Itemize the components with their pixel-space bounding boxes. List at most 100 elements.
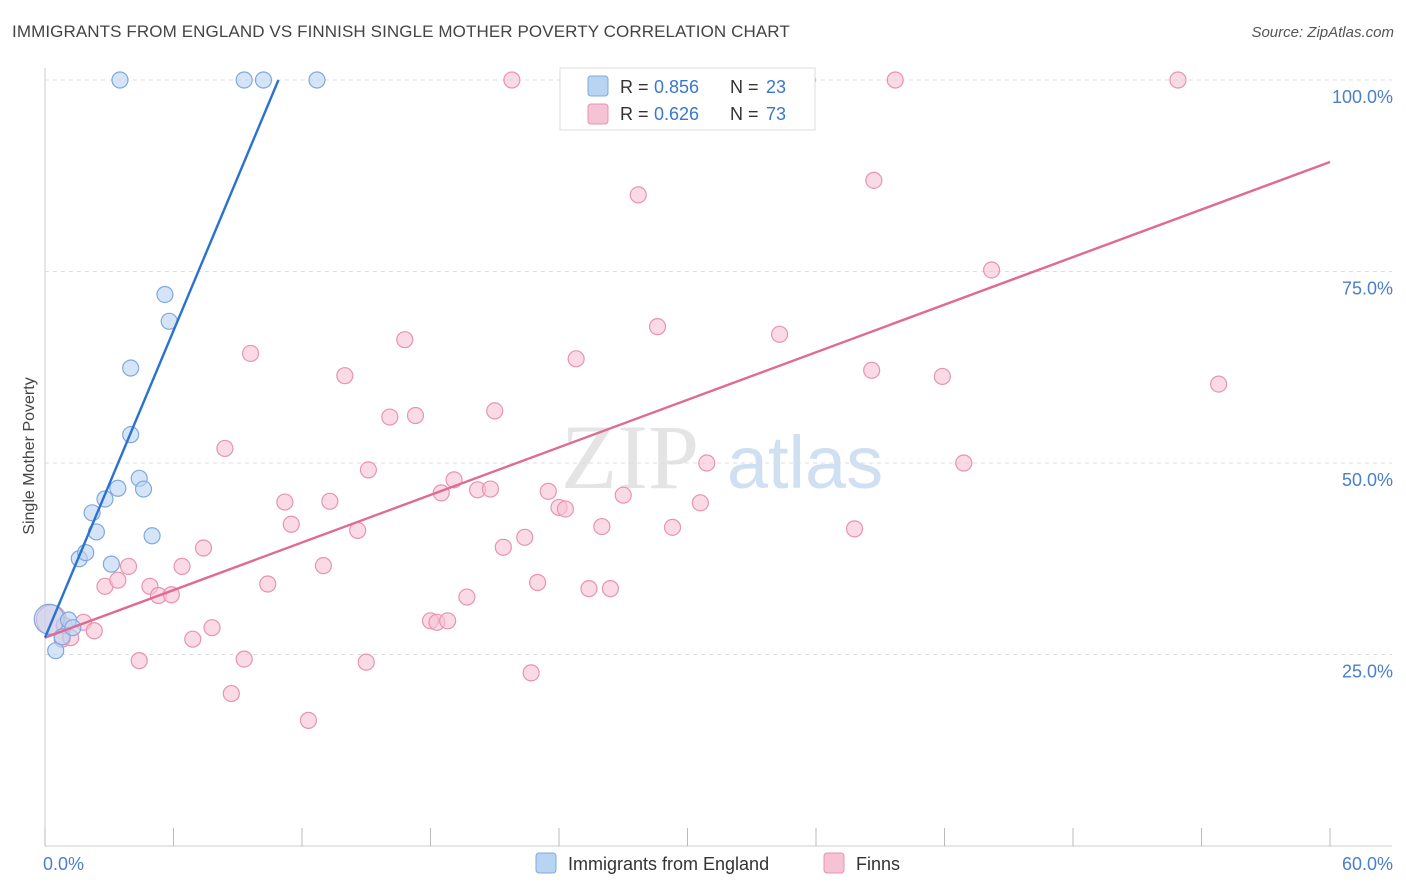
y-tick-labels: 25.0% 50.0% 75.0% 100.0% [1332,87,1393,682]
finns-point-30 [381,408,399,426]
finns-point-55 [648,318,667,336]
finns-point-45 [528,573,547,592]
finns-point-6 [109,571,127,589]
finns-point-50 [580,580,598,598]
bottom-legend-label-finns: Finns [856,854,900,874]
finns-point-64 [955,454,973,472]
finns-point-29 [357,653,375,671]
bottom-legend-swatch-england [535,852,557,874]
finns-point-44 [522,664,540,682]
finns-point-71 [1169,71,1187,89]
finns-point-70 [886,71,904,89]
finns-point-41 [486,402,504,420]
legend-r-label-1: R = [620,77,649,97]
legend-n-label-1: N = [730,77,759,97]
finns-point-56 [663,518,682,536]
bottom-legend-swatch-finns [823,852,845,874]
chart-title: IMMIGRANTS FROM ENGLAND VS FINNISH SINGL… [12,22,790,41]
england-point-12 [111,71,129,89]
finns-points [35,71,1228,729]
source-label: Source: ZipAtlas.com [1251,24,1394,41]
legend-r-value-2: 0.626 [654,104,699,124]
legend-n-value-1: 23 [766,77,786,97]
y-tick-label-0: 25.0% [1342,662,1393,682]
finns-point-18 [235,650,253,668]
finns-point-40 [481,480,500,498]
legend-n-label-2: N = [730,104,759,124]
bottom-legend-label-england: Immigrants from England [568,854,769,874]
legend-r-label-2: R = [620,104,649,124]
finns-point-54 [629,186,647,204]
x-tick-labels: 0.0% 60.0% [43,854,1393,874]
finns-point-63 [933,367,951,386]
england-point-20 [235,71,253,89]
finns-point-7 [119,557,138,576]
finns-point-14 [194,539,213,557]
finns-point-21 [276,493,294,511]
finns-point-51 [593,517,611,536]
finns-point-59 [770,325,789,343]
finns-point-24 [314,557,333,575]
england-point-17 [143,527,161,545]
finns-point-66 [1210,375,1228,393]
england-point-1 [47,642,65,660]
finns-point-19 [242,344,260,363]
finns-point-53 [614,486,632,504]
finns-point-61 [863,361,881,379]
finns-point-17 [222,684,240,703]
y-tick-label-2: 75.0% [1342,279,1393,299]
england-point-21 [254,71,273,89]
finns-point-20 [259,575,277,593]
finns-point-22 [282,515,300,533]
finns-point-31 [396,331,414,349]
england-point-22 [308,71,326,89]
finns-point-46 [539,482,557,500]
finns-point-26 [336,367,354,385]
gridlines [45,79,1392,655]
finns-point-13 [184,630,202,648]
finns-point-28 [359,461,377,479]
england-point-14 [122,359,140,377]
finns-point-49 [567,350,585,368]
y-axis-title: Single Mother Poverty [21,377,38,534]
trend-lines [43,79,1331,639]
y-tick-label-1: 50.0% [1342,470,1393,490]
finns-point-25 [321,492,339,510]
england-trend-line [43,79,280,639]
finns-point-60 [845,520,864,538]
england-point-10 [102,555,120,573]
series-legend: Immigrants from England Finns [535,852,900,874]
legend-swatch-england [587,75,609,97]
finns-trend-line [44,160,1331,639]
finns-point-57 [691,494,709,512]
x-tick-label-1: 60.0% [1342,854,1393,874]
finns-point-32 [406,406,425,425]
finns-point-58 [698,454,716,472]
y-tick-label-3: 100.0% [1332,87,1393,107]
finns-point-67 [503,71,521,89]
england-point-11 [109,479,127,497]
finns-point-36 [439,612,457,630]
england-point-18 [156,285,174,304]
x-tick-label-0: 0.0% [43,854,84,874]
england-points [33,71,326,660]
finns-point-52 [601,580,620,598]
finns-point-48 [556,500,575,518]
finns-point-23 [299,711,318,729]
finns-point-42 [494,538,512,556]
finns-point-4 [85,622,103,640]
finns-point-38 [458,588,476,606]
legend-swatch-finns [587,103,609,125]
finns-point-15 [203,619,221,637]
finns-point-62 [865,171,883,189]
finns-point-8 [130,652,148,670]
england-point-16 [134,480,153,498]
axes [44,68,1392,847]
finns-point-12 [173,557,191,576]
finns-point-43 [516,528,534,546]
finns-point-65 [983,261,1001,279]
finns-point-16 [216,439,234,458]
legend-n-value-2: 73 [766,104,786,124]
correlation-legend: R = 0.856 N = 23 R = 0.626 N = 73 [559,67,816,131]
